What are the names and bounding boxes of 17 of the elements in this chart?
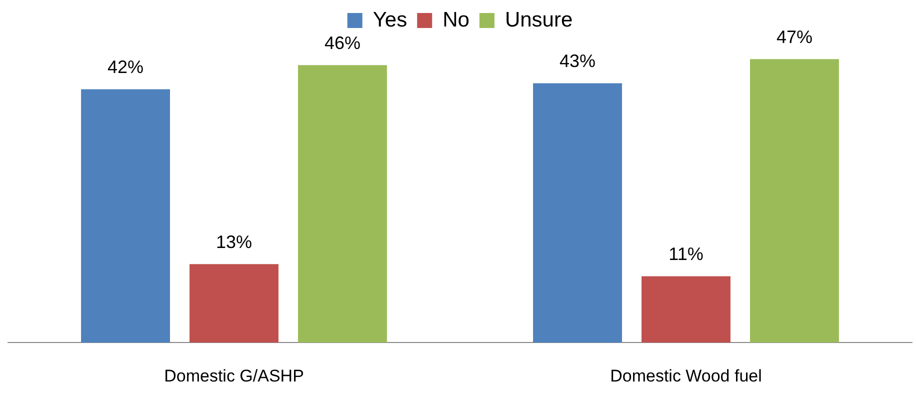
data-label: 43% [560, 51, 596, 72]
legend-label: No [442, 8, 470, 32]
data-label: 47% [776, 27, 812, 48]
legend-label: Yes [372, 8, 408, 32]
bar [533, 83, 622, 343]
data-label: 13% [216, 232, 252, 252]
data-label: 46% [324, 33, 360, 54]
bar [298, 65, 387, 343]
bar [750, 59, 839, 343]
data-label: 42% [108, 57, 144, 78]
data-label: 11% [668, 244, 704, 264]
x-tick-label: Domestic G/ASHP [164, 366, 304, 386]
x-tick-label: Domestic Wood fuel [610, 366, 762, 386]
bar [81, 89, 170, 343]
legend-label: Unsure [504, 8, 573, 32]
bar [642, 276, 730, 343]
bar [190, 264, 278, 343]
